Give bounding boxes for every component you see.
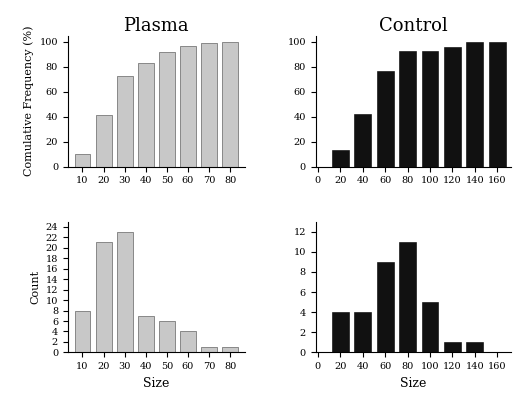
Title: Plasma: Plasma [123, 17, 189, 36]
Bar [138, 316, 154, 352]
Bar [222, 347, 238, 352]
Bar [466, 42, 483, 167]
Title: Control: Control [379, 17, 448, 36]
Bar [466, 343, 483, 352]
Bar [201, 43, 217, 167]
Bar [421, 51, 438, 167]
Bar [377, 262, 393, 352]
Bar [180, 46, 196, 167]
Bar [180, 331, 196, 352]
Bar [444, 47, 461, 167]
Y-axis label: Comulative Frequency (%): Comulative Frequency (%) [23, 26, 34, 176]
Bar [75, 310, 91, 352]
Bar [222, 42, 238, 167]
Bar [399, 242, 416, 352]
Bar [96, 242, 111, 352]
Bar [354, 114, 371, 167]
Y-axis label: Count: Count [30, 270, 40, 304]
Bar [159, 52, 175, 167]
Bar [96, 115, 111, 167]
Bar [332, 150, 349, 167]
Bar [201, 347, 217, 352]
Bar [444, 343, 461, 352]
Bar [421, 302, 438, 352]
Bar [117, 232, 133, 352]
Bar [399, 51, 416, 167]
X-axis label: Size: Size [400, 377, 426, 390]
Bar [332, 312, 349, 352]
Bar [159, 321, 175, 352]
Bar [354, 312, 371, 352]
Bar [489, 42, 505, 167]
X-axis label: Size: Size [143, 377, 169, 390]
Bar [117, 76, 133, 167]
Bar [75, 154, 91, 167]
Bar [377, 70, 393, 167]
Bar [138, 63, 154, 167]
